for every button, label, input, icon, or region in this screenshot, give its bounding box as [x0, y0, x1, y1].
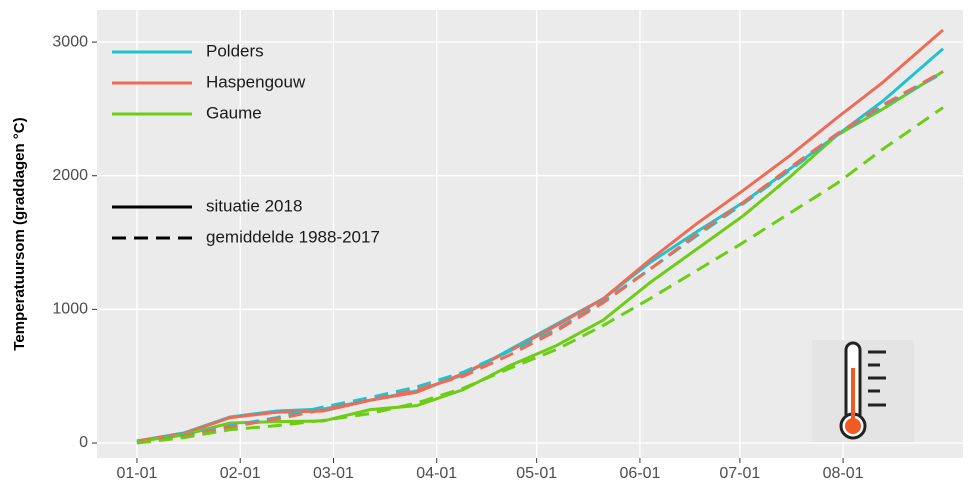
x-tick-label: 03-01	[313, 465, 354, 482]
x-tick-label: 06-01	[619, 465, 660, 482]
data-line	[136, 28, 944, 443]
x-tick-label: 01-01	[117, 465, 158, 482]
legend-label: situatie 2018	[206, 196, 302, 215]
x-tick-label: 05-01	[516, 465, 557, 482]
legend-label: Polders	[206, 41, 264, 60]
x-tick-label: 02-01	[220, 465, 261, 482]
x-tick-label: 07-01	[719, 465, 760, 482]
y-axis-label: Temperatuursom (graddagen °C)	[11, 117, 28, 350]
y-tick-label: 0	[79, 434, 88, 451]
legend-label: gemiddelde 1988-2017	[206, 227, 380, 246]
data-line	[136, 106, 944, 445]
y-tick-label: 1000	[52, 301, 88, 318]
legend-label: Haspengouw	[206, 72, 306, 91]
x-tick-label: 08-01	[823, 465, 864, 482]
x-tick-label: 04-01	[416, 465, 457, 482]
legend-label: Gaume	[206, 103, 262, 122]
data-line	[136, 70, 944, 444]
y-tick-label: 3000	[52, 33, 88, 50]
data-line	[136, 70, 944, 444]
thermometer-icon	[812, 340, 914, 442]
y-tick-label: 2000	[52, 167, 88, 184]
